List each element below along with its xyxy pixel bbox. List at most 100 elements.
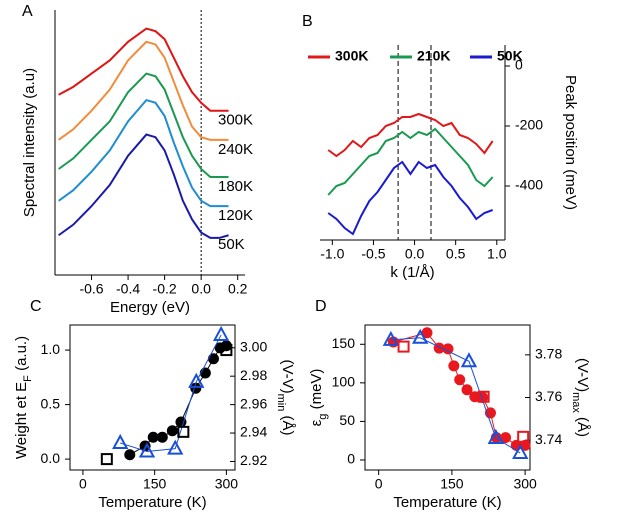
series-line bbox=[327, 127, 494, 196]
x-tick-label: 1.0 bbox=[487, 246, 507, 262]
y2-tick-label: 3.74 bbox=[535, 431, 562, 447]
y2-tick-label: 3.78 bbox=[535, 346, 562, 362]
point bbox=[517, 430, 530, 443]
series-line bbox=[393, 332, 526, 446]
axis-label-part: (V-V) bbox=[279, 359, 296, 393]
series-line bbox=[58, 133, 229, 239]
x-tick-label: -0.2 bbox=[153, 281, 177, 297]
axis-label: Temperature (K) bbox=[98, 494, 206, 511]
y2-tick-label: 2.94 bbox=[240, 424, 267, 440]
point bbox=[212, 325, 230, 341]
series-label: 50K bbox=[218, 236, 245, 253]
point bbox=[147, 431, 159, 443]
point bbox=[500, 432, 512, 444]
point bbox=[112, 433, 129, 449]
y-tick-label: 1.0 bbox=[41, 341, 61, 357]
y-tick-label: 150 bbox=[332, 335, 356, 351]
axis-label: Energy (eV) bbox=[110, 299, 190, 316]
y-tick-label: -400 bbox=[515, 177, 543, 193]
x-tick-label: 0.0 bbox=[405, 246, 425, 262]
point bbox=[397, 340, 410, 353]
axis-label-part: (Å) bbox=[279, 411, 296, 435]
legend-label: 50K bbox=[497, 48, 523, 64]
point bbox=[188, 372, 205, 388]
point bbox=[454, 374, 466, 386]
legend-label: 300K bbox=[335, 48, 368, 64]
series-line bbox=[58, 98, 229, 208]
series-line bbox=[327, 112, 494, 158]
axis-label: (V-V)min (Å) bbox=[275, 359, 296, 435]
series-line bbox=[58, 27, 229, 112]
y-tick-label: 0.0 bbox=[41, 450, 61, 466]
point bbox=[124, 449, 136, 461]
axis-label: Peak position (meV) bbox=[562, 75, 579, 210]
axis-label: Weight et EF (a.u.) bbox=[13, 336, 34, 459]
x-tick-label: -1.0 bbox=[320, 246, 344, 262]
plot-frame bbox=[69, 324, 236, 471]
y-tick-label: 50 bbox=[339, 412, 355, 428]
point bbox=[512, 443, 529, 459]
point bbox=[411, 328, 429, 344]
panel-label: C bbox=[30, 298, 42, 315]
panel-label: A bbox=[22, 3, 33, 20]
axis-label-part: F bbox=[22, 375, 34, 382]
axis-label-part: (Å) bbox=[574, 413, 591, 437]
axis-label: (V-V)max (Å) bbox=[570, 358, 591, 437]
series-label: 300K bbox=[218, 112, 253, 129]
point bbox=[487, 428, 505, 445]
y2-tick-label: 3.00 bbox=[240, 338, 267, 354]
series-line bbox=[327, 160, 494, 236]
axis-label-part: ε bbox=[308, 419, 325, 426]
series-label: 120K bbox=[218, 207, 253, 224]
y-tick-label: 100 bbox=[332, 374, 356, 390]
point bbox=[461, 384, 473, 396]
legend-label: 210K bbox=[417, 48, 450, 64]
series-line bbox=[58, 40, 229, 141]
y-tick-label: 0.5 bbox=[41, 395, 61, 411]
point bbox=[138, 442, 156, 458]
x-tick-label: -0.5 bbox=[361, 246, 385, 262]
axis-label: Temperature (K) bbox=[393, 494, 501, 511]
panel-label: B bbox=[302, 13, 313, 30]
axis-label: k (1/Å) bbox=[390, 264, 434, 281]
point bbox=[477, 390, 490, 403]
axis-label-part: max bbox=[570, 392, 582, 413]
y-tick-label: 0 bbox=[515, 57, 523, 73]
x-tick-label: 300 bbox=[513, 476, 537, 492]
axis-label-part: min bbox=[275, 394, 287, 412]
series-label: 180K bbox=[218, 178, 253, 195]
series-line bbox=[390, 337, 521, 454]
x-tick-label: 150 bbox=[440, 476, 464, 492]
axis-label-part: Weight et E bbox=[13, 382, 30, 459]
axis-label-part: (meV) bbox=[308, 369, 325, 414]
point bbox=[156, 431, 168, 443]
x-tick-label: -0.6 bbox=[79, 281, 103, 297]
y2-tick-label: 3.76 bbox=[535, 388, 562, 404]
y-tick-label: 0 bbox=[347, 451, 355, 467]
point bbox=[166, 425, 178, 437]
point bbox=[460, 352, 478, 368]
point bbox=[100, 453, 113, 466]
point bbox=[382, 330, 400, 346]
x-tick-label: 300 bbox=[215, 476, 239, 492]
axis-label-part: (V-V) bbox=[574, 358, 591, 392]
axis-label: εg (meV) bbox=[308, 369, 329, 427]
series-label: 240K bbox=[218, 141, 253, 158]
y2-tick-label: 2.96 bbox=[240, 395, 267, 411]
series-line bbox=[58, 72, 229, 178]
x-tick-label: -0.4 bbox=[116, 281, 140, 297]
axis-label-part: g bbox=[317, 414, 329, 420]
x-tick-label: 0.2 bbox=[228, 281, 248, 297]
point bbox=[199, 367, 211, 379]
axis-label: Spectral intensity (a.u) bbox=[21, 68, 38, 217]
y2-tick-label: 2.98 bbox=[240, 367, 267, 383]
x-tick-label: 0.5 bbox=[446, 246, 466, 262]
y-tick-label: -200 bbox=[515, 117, 543, 133]
panel-label: D bbox=[315, 298, 327, 315]
x-tick-label: 0 bbox=[79, 476, 87, 492]
axis-label-part: (a.u.) bbox=[13, 336, 30, 375]
point bbox=[177, 425, 190, 438]
y2-tick-label: 2.92 bbox=[240, 452, 267, 468]
x-tick-label: 150 bbox=[143, 476, 167, 492]
